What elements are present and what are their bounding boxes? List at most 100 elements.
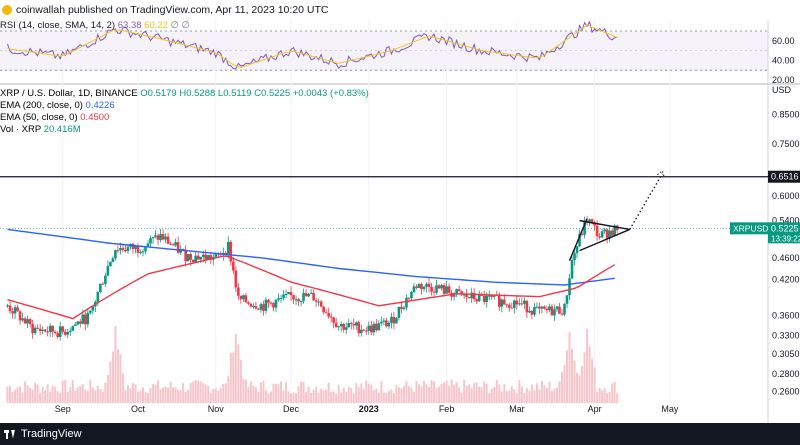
volume-bar	[405, 380, 408, 403]
volume-bar	[342, 387, 345, 403]
triangle-lower-line	[579, 228, 631, 252]
volume-bar	[312, 389, 315, 403]
volume-bar	[430, 380, 433, 403]
volume-bar	[387, 391, 390, 403]
volume-bar	[134, 384, 137, 403]
volume-bar	[274, 383, 277, 403]
volume-bar	[119, 353, 122, 403]
volume-bar	[357, 387, 360, 403]
publisher-text: coinwallah published on TradingView.com,…	[16, 4, 329, 16]
volume-bar	[124, 390, 127, 403]
volume-bar	[490, 388, 493, 403]
volume-legend: Vol · XRP 20.416M	[0, 124, 369, 136]
volume-bar	[475, 382, 478, 403]
volume-bar	[41, 386, 44, 403]
ema200-label: EMA (200, close, 0)	[0, 100, 83, 111]
volume-bar	[159, 389, 162, 403]
volume-bar	[292, 392, 295, 403]
rsi-legend-value: 63.38	[117, 20, 142, 31]
candle-body	[189, 253, 192, 260]
candle-body	[528, 310, 531, 313]
candle-body	[272, 302, 275, 308]
volume-bar	[202, 383, 205, 403]
volume-bar	[535, 383, 538, 403]
volume-bar	[104, 382, 107, 403]
volume-bar	[503, 384, 506, 403]
candle-body	[553, 309, 556, 316]
volume-bar	[488, 392, 491, 403]
candle-body	[520, 303, 524, 305]
candle-body	[41, 329, 44, 331]
volume-bar	[81, 384, 84, 403]
candle-body	[196, 255, 200, 260]
volume-bar	[204, 384, 207, 403]
volume-bar	[197, 380, 200, 403]
candle-body	[502, 299, 506, 305]
candle-body	[327, 313, 330, 317]
volume-bar	[528, 391, 531, 403]
candle-body	[277, 298, 280, 300]
volume-bar	[217, 390, 220, 403]
volume-bar	[297, 386, 300, 403]
volume-bar	[227, 376, 230, 403]
volume-bar	[129, 387, 132, 403]
volume-bar	[545, 388, 548, 403]
volume-bar	[505, 391, 508, 403]
price-tick-label: 0.6000	[772, 191, 800, 201]
candle-body	[560, 313, 564, 315]
volume-bar	[207, 385, 210, 403]
candle-body	[186, 253, 190, 262]
candle-body	[610, 230, 614, 236]
volume-bar	[302, 381, 305, 403]
candle-body	[535, 306, 539, 308]
volume-bar	[89, 379, 92, 403]
volume-bar	[382, 392, 385, 403]
volume-bar	[365, 380, 368, 403]
candle-body	[337, 326, 341, 328]
candle-body	[455, 289, 458, 294]
candle-body	[304, 293, 308, 297]
candle-body	[563, 303, 566, 315]
candle-body	[568, 278, 571, 296]
volume-bar	[139, 390, 142, 403]
volume-bar	[347, 386, 350, 403]
volume-bar	[310, 392, 313, 403]
candle-body	[171, 244, 175, 246]
candle-body	[354, 322, 358, 326]
volume-bar	[525, 388, 528, 403]
candle-body	[156, 235, 160, 240]
price-tick-label: 0.8500	[772, 110, 800, 120]
candle-body	[533, 307, 536, 315]
volume-bar	[147, 392, 150, 403]
volume-bar	[71, 380, 74, 403]
symbol-tag-box	[730, 222, 768, 235]
volume-bar	[573, 360, 576, 403]
candle-body	[279, 298, 283, 300]
candle-body	[242, 295, 245, 300]
candle-body	[392, 316, 396, 324]
candle-body	[580, 233, 584, 235]
volume-bar	[144, 392, 147, 403]
candle-body	[525, 300, 529, 313]
volume-bar	[591, 358, 594, 403]
candle-body	[329, 316, 333, 318]
candle-body	[43, 329, 47, 332]
candle-body	[11, 311, 14, 314]
volume-bar	[149, 387, 152, 403]
volume-bar	[290, 393, 293, 403]
candle-body	[457, 289, 461, 292]
candle-body	[558, 306, 561, 314]
volume-bar	[247, 387, 250, 403]
volume-bar	[495, 379, 498, 403]
volume-bar	[473, 383, 476, 403]
candle-body	[204, 254, 208, 260]
volume-bar	[510, 386, 513, 403]
volume-bar	[46, 384, 49, 403]
volume-bar	[483, 381, 486, 403]
time-tick-label: May	[661, 404, 679, 414]
candle-body	[68, 330, 72, 333]
footer-brand[interactable]: TradingView	[21, 428, 82, 440]
volume-bar	[583, 351, 586, 403]
candle-body	[342, 323, 346, 330]
candle-body	[432, 291, 436, 293]
